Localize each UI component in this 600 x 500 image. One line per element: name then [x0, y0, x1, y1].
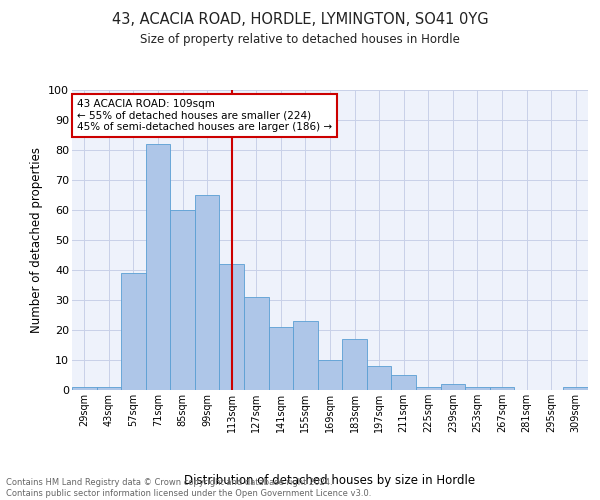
Bar: [490, 387, 514, 390]
Bar: [269, 327, 293, 390]
Text: Contains HM Land Registry data © Crown copyright and database right 2024.
Contai: Contains HM Land Registry data © Crown c…: [6, 478, 371, 498]
Bar: [293, 321, 318, 390]
Bar: [170, 210, 195, 390]
Bar: [342, 339, 367, 390]
Bar: [318, 360, 342, 390]
Bar: [97, 387, 121, 390]
Bar: [391, 375, 416, 390]
Bar: [72, 387, 97, 390]
Bar: [367, 366, 391, 390]
Text: Size of property relative to detached houses in Hordle: Size of property relative to detached ho…: [140, 32, 460, 46]
Y-axis label: Number of detached properties: Number of detached properties: [29, 147, 43, 333]
Bar: [440, 384, 465, 390]
Bar: [465, 387, 490, 390]
Bar: [121, 273, 146, 390]
X-axis label: Distribution of detached houses by size in Hordle: Distribution of detached houses by size …: [184, 474, 476, 487]
Text: 43 ACACIA ROAD: 109sqm
← 55% of detached houses are smaller (224)
45% of semi-de: 43 ACACIA ROAD: 109sqm ← 55% of detached…: [77, 99, 332, 132]
Bar: [195, 195, 220, 390]
Text: 43, ACACIA ROAD, HORDLE, LYMINGTON, SO41 0YG: 43, ACACIA ROAD, HORDLE, LYMINGTON, SO41…: [112, 12, 488, 28]
Bar: [220, 264, 244, 390]
Bar: [563, 387, 588, 390]
Bar: [146, 144, 170, 390]
Bar: [416, 387, 440, 390]
Bar: [244, 297, 269, 390]
